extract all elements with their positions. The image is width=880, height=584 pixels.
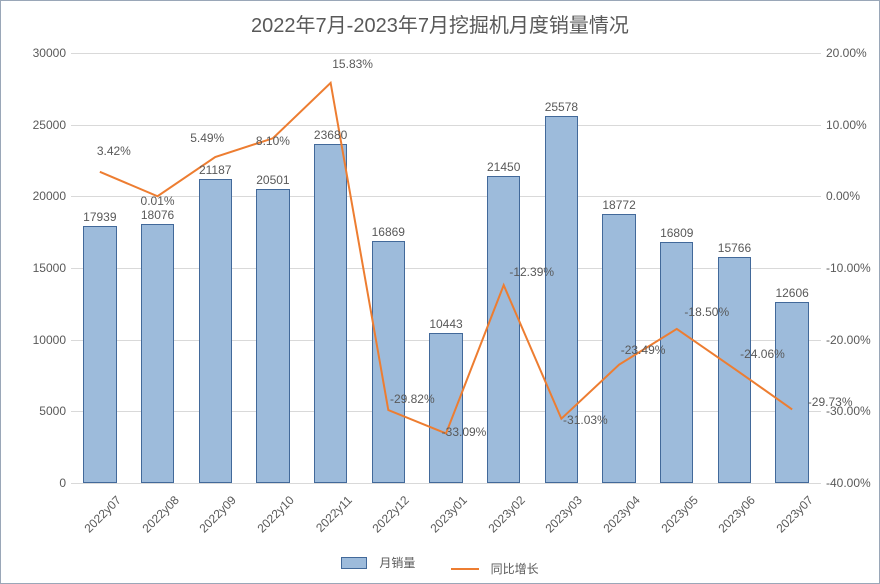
y-left-tick-label: 15000 [16, 261, 66, 275]
line-data-label: -29.73% [808, 395, 853, 409]
legend-item-line: 同比增长 [443, 560, 547, 577]
bar-data-label: 18772 [602, 198, 635, 212]
x-tick-label: 2023y03 [540, 493, 585, 538]
x-tick-label: 2022y09 [194, 493, 239, 538]
y-left-tick-label: 0 [16, 476, 66, 490]
combo-chart: 2022年7月-2023年7月挖掘机月度销量情况 0-40.00%5000-30… [0, 0, 880, 584]
line-data-label: -29.82% [390, 392, 435, 406]
bar-data-label: 17939 [83, 210, 116, 224]
line-layer [71, 53, 821, 483]
x-tick-label: 2022y08 [136, 493, 181, 538]
line-data-label: -33.09% [442, 425, 487, 439]
x-tick-label: 2023y02 [482, 493, 527, 538]
y-right-tick-label: -20.00% [826, 333, 880, 347]
x-tick-label: 2022y10 [252, 493, 297, 538]
gridline [71, 483, 821, 484]
bar-data-label: 12606 [775, 286, 808, 300]
x-tick-label: 2023y07 [771, 493, 816, 538]
bar-data-label: 16869 [372, 225, 405, 239]
y-left-tick-label: 25000 [16, 118, 66, 132]
line-data-label: -24.06% [740, 347, 785, 361]
x-tick-label: 2022y07 [79, 493, 124, 538]
bar-data-label: 15766 [718, 241, 751, 255]
chart-title: 2022年7月-2023年7月挖掘机月度销量情况 [1, 9, 879, 38]
legend-bar-label: 月销量 [379, 554, 415, 571]
y-right-tick-label: -10.00% [826, 261, 880, 275]
x-tick-label: 2023y01 [425, 493, 470, 538]
bar-data-label: 18076 [141, 208, 174, 222]
x-tick-label: 2022y11 [309, 493, 354, 538]
x-tick-label: 2023y04 [598, 493, 643, 538]
y-right-tick-label: 0.00% [826, 189, 880, 203]
y-right-tick-label: 20.00% [826, 46, 880, 60]
line-data-label: -12.39% [509, 265, 554, 279]
y-right-tick-label: 10.00% [826, 118, 880, 132]
bar-data-label: 25578 [545, 100, 578, 114]
x-tick-label: 2022y12 [367, 493, 412, 538]
line-data-label: -23.49% [621, 343, 666, 357]
bar-data-label: 20501 [256, 173, 289, 187]
bar-swatch-icon [341, 557, 367, 569]
bar-data-label: 10443 [429, 317, 462, 331]
line-data-label: -31.03% [563, 413, 608, 427]
line-data-label: -18.50% [684, 305, 729, 319]
line-data-label: 3.42% [97, 144, 131, 158]
line-data-label: 15.83% [332, 57, 373, 71]
y-left-tick-label: 10000 [16, 333, 66, 347]
line-data-label: 0.01% [141, 194, 175, 208]
y-right-tick-label: -40.00% [826, 476, 880, 490]
x-tick-label: 2023y06 [713, 493, 758, 538]
bar-data-label: 21450 [487, 160, 520, 174]
legend: 月销量 同比增长 [1, 554, 879, 577]
bar-data-label: 16809 [660, 226, 693, 240]
y-left-tick-label: 20000 [16, 189, 66, 203]
x-tick-label: 2023y05 [655, 493, 700, 538]
legend-line-label: 同比增长 [491, 560, 539, 577]
y-left-tick-label: 5000 [16, 404, 66, 418]
bar-data-label: 21187 [199, 163, 231, 177]
legend-item-bar: 月销量 [333, 554, 423, 571]
line-data-label: 8.10% [256, 134, 290, 148]
line-data-label: 5.49% [190, 131, 224, 145]
y-left-tick-label: 30000 [16, 46, 66, 60]
plot-area: 0-40.00%5000-30.00%10000-20.00%15000-10.… [71, 53, 821, 483]
bar-data-label: 23680 [314, 128, 347, 142]
